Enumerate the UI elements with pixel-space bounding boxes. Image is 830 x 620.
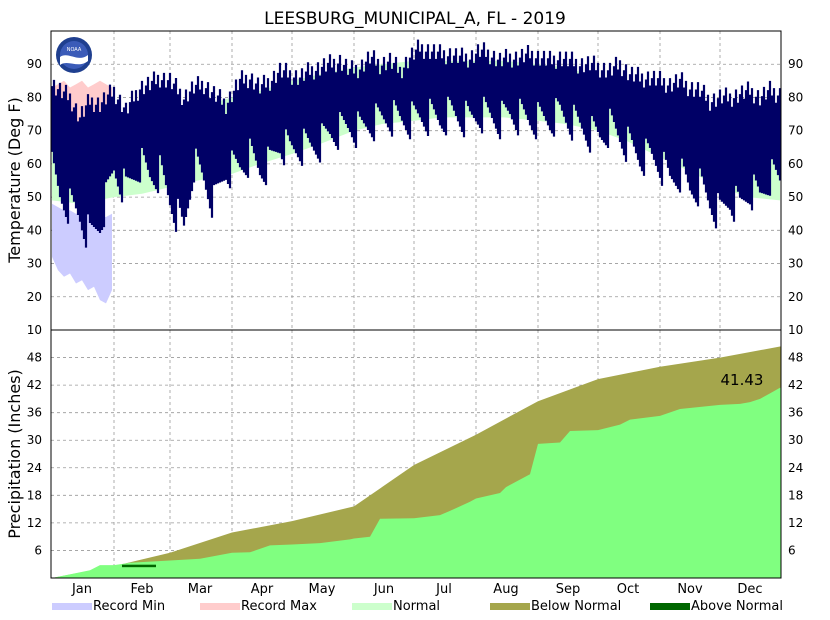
precipitation-tick-right: 24 [788, 461, 803, 475]
noaa-logo: NOAA [56, 37, 92, 73]
temperature-panel: 10 10 20 20 30 30 40 40 50 50 60 60 70 70 80 80 90 90 Tem… [5, 31, 803, 337]
temperature-tick-left: 30 [27, 257, 42, 271]
temperature-tick-left: 70 [27, 124, 42, 138]
temperature-tick-right: 30 [788, 257, 803, 271]
legend-swatch [490, 603, 530, 610]
chart-title: LEESBURG_MUNICIPAL_A, FL - 2019 [264, 9, 566, 29]
legend-swatch [52, 603, 92, 610]
observed-precipitation-area [52, 387, 781, 578]
precipitation-tick-left: 30 [27, 433, 42, 447]
legend-label: Record Max [241, 599, 317, 614]
precipitation-tick-left: 36 [27, 406, 42, 420]
month-label: Oct [617, 582, 639, 597]
precipitation-tick-left: 24 [27, 461, 42, 475]
temperature-tick-left: 20 [27, 290, 42, 304]
precipitation-tick-right: 42 [788, 378, 803, 392]
legend-label: Below Normal [531, 599, 621, 614]
precipitation-tick-right: 18 [788, 488, 803, 502]
month-label: Nov [677, 582, 703, 597]
month-label: Jul [435, 582, 452, 597]
precipitation-tick-right: 6 [788, 543, 796, 557]
month-label: Sep [556, 582, 581, 597]
precipitation-panel: 6 6 12 12 18 18 24 24 30 30 36 36 42 42 48 48 Precipita… [5, 330, 803, 578]
temperature-tick-labels: 10 10 20 20 30 30 40 40 50 50 60 60 70 70 80 80 90 90 [27, 57, 804, 337]
temperature-tick-right: 90 [788, 57, 803, 71]
legend-label: Above Normal [691, 599, 783, 614]
temperature-tick-right: 20 [788, 290, 803, 304]
temperature-tick-left: 40 [27, 223, 42, 237]
precipitation-tick-left: 6 [34, 543, 42, 557]
temperature-tick-left: 60 [27, 157, 42, 171]
month-label: Feb [130, 582, 153, 597]
plot-frame [50, 30, 782, 579]
temperature-tick-right: 40 [788, 223, 803, 237]
noaa-logo-text: NOAA [67, 47, 82, 53]
precipitation-tick-right: 12 [788, 516, 803, 530]
month-label: Aug [493, 582, 518, 597]
precipitation-axis-label: Precipitation (Inches) [5, 369, 24, 539]
temperature-tick-left: 50 [27, 190, 42, 204]
above-normal-segment [122, 564, 156, 568]
precipitation-tick-left: 48 [27, 351, 42, 365]
temperature-axis-label: Temperature (Deg F) [5, 97, 24, 264]
temperature-tick-right: 50 [788, 190, 803, 204]
precipitation-tick-right: 30 [788, 433, 803, 447]
legend-swatch [200, 603, 240, 610]
month-label: Jan [71, 582, 92, 597]
legend-swatch [650, 603, 690, 610]
month-axis-labels: Jan Feb Mar Apr May Jun Jul Aug Sep Oct Nov Dec [71, 582, 763, 597]
temperature-tick-left: 10 [27, 323, 42, 337]
month-label: Dec [737, 582, 762, 597]
temperature-tick-right: 70 [788, 124, 803, 138]
temperature-observed-bars [50, 39, 782, 248]
precipitation-areas [52, 346, 781, 578]
month-label: Jun [373, 582, 394, 597]
temperature-tick-right: 80 [788, 90, 803, 104]
month-label: May [309, 582, 336, 597]
precipitation-tick-labels: 6 6 12 12 18 18 24 24 30 30 36 36 42 42 48 48 [27, 351, 804, 558]
precipitation-tick-right: 36 [788, 406, 803, 420]
legend-label: Record Min [93, 599, 165, 614]
temperature-tick-left: 90 [27, 57, 42, 71]
legend-swatch [352, 603, 392, 610]
legend: Record Min Record Max Normal Below Normal Ab… [52, 599, 783, 614]
legend-label: Normal [393, 599, 440, 614]
precipitation-tick-left: 18 [27, 488, 42, 502]
temperature-tick-right: 10 [788, 323, 803, 337]
month-label: Mar [188, 582, 213, 597]
precipitation-tick-left: 42 [27, 378, 42, 392]
precipitation-tick-right: 48 [788, 351, 803, 365]
temperature-tick-right: 60 [788, 157, 803, 171]
precipitation-tick-left: 12 [27, 516, 42, 530]
temperature-tick-left: 80 [27, 90, 42, 104]
precipitation-total-annotation: 41.43 [721, 371, 764, 389]
month-label: Apr [251, 582, 274, 597]
